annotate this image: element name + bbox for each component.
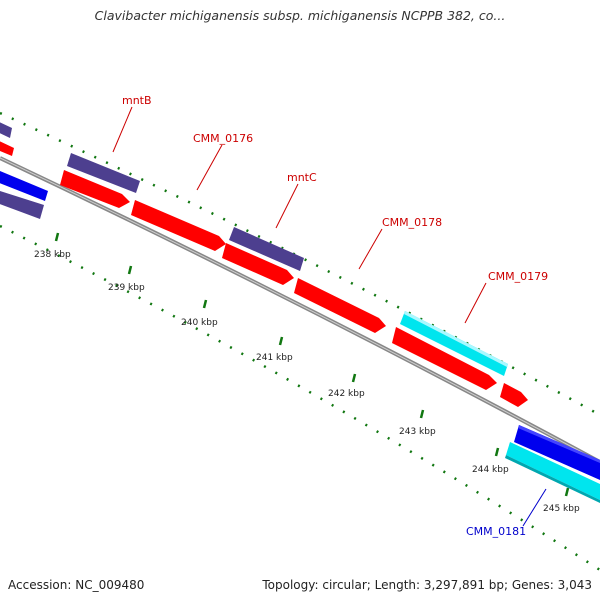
feature-cds-3[interactable] — [392, 327, 497, 390]
gene-label-CMM_0178: CMM_0178 — [382, 216, 442, 229]
feature-blue-left[interactable] — [0, 171, 48, 201]
callout-lines — [112, 106, 547, 527]
gene-label-mntB: mntB — [122, 94, 152, 107]
gene-label-CMM_0181: CMM_0181 — [466, 525, 526, 538]
feature-gene-left-1[interactable] — [0, 120, 12, 138]
feature-cds-left-1[interactable] — [0, 139, 14, 156]
feature-cds-4[interactable] — [500, 383, 528, 407]
tick-label-243: 243 kbp — [399, 427, 436, 437]
tick-label-242: 242 kbp — [328, 389, 365, 399]
tick-label-238: 238 kbp — [34, 250, 71, 260]
genome-backbone — [0, 156, 600, 464]
feature-cyan-CMM_0181[interactable] — [505, 442, 600, 503]
feature-cds-CMM_0178[interactable] — [294, 278, 386, 333]
feature-cds-CMM_0176[interactable] — [131, 200, 226, 251]
feature-gene-mntB[interactable] — [67, 153, 140, 193]
tick-label-240: 240 kbp — [181, 318, 218, 328]
feature-cyan-CMM_0179[interactable] — [400, 311, 508, 376]
major-ticks — [54, 232, 570, 497]
feature-cds-1[interactable] — [60, 170, 130, 208]
gene-label-mntC: mntC — [287, 171, 317, 184]
tick-label-244: 244 kbp — [472, 465, 509, 475]
feature-gene-left-2[interactable] — [0, 191, 44, 219]
gene-label-CMM_0179: CMM_0179 — [488, 270, 548, 283]
tick-label-241: 241 kbp — [256, 353, 293, 363]
map-title: Clavibacter michiganensis subsp. michiga… — [94, 8, 506, 23]
topology-label: Topology: circular; Length: 3,297,891 bp… — [262, 578, 592, 592]
feature-gene-mntC[interactable] — [229, 227, 304, 271]
tick-label-245: 245 kbp — [543, 504, 580, 514]
gene-label-CMM_0176: CMM_0176 — [193, 132, 253, 145]
tick-label-239: 239 kbp — [108, 283, 145, 293]
feature-blue-CMM_0180[interactable] — [514, 425, 600, 480]
accession-label: Accession: NC_009480 — [8, 578, 145, 592]
feature-cds-2[interactable] — [222, 243, 294, 285]
